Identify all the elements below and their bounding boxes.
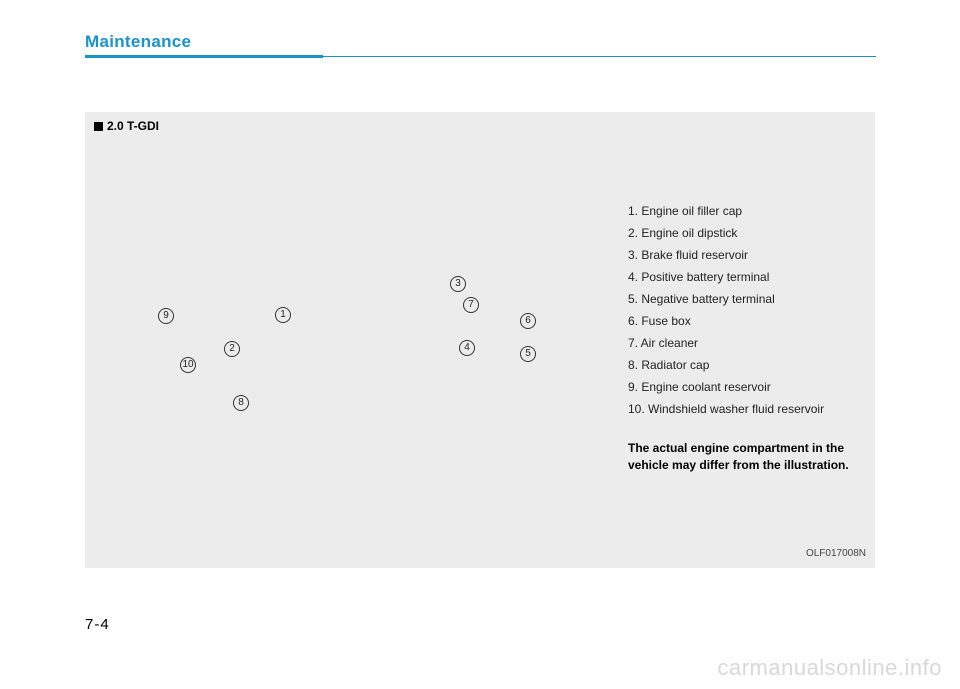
callout-marker-5: 5	[520, 346, 536, 362]
page: Maintenance 2.0 T-GDI 1 2 3 4 5 6 7 8 9 10 1. Eng…	[0, 0, 960, 689]
callout-marker-8: 8	[233, 395, 249, 411]
legend-item: 3. Brake fluid reservoir	[628, 244, 824, 266]
section-title: Maintenance	[85, 32, 191, 52]
callout-marker-1: 1	[275, 307, 291, 323]
header-rule-thin	[323, 56, 876, 57]
legend-item: 10. Windshield washer fluid reservoir	[628, 398, 824, 420]
header-rule-thick	[85, 55, 323, 58]
callout-marker-4: 4	[459, 340, 475, 356]
square-bullet-icon	[94, 122, 103, 131]
engine-variant-label: 2.0 T-GDI	[94, 119, 159, 133]
callout-marker-3: 3	[450, 276, 466, 292]
legend-item: 5. Negative battery terminal	[628, 288, 824, 310]
callout-marker-7: 7	[463, 297, 479, 313]
legend-item: 8. Radiator cap	[628, 354, 824, 376]
engine-variant-text: 2.0 T-GDI	[107, 119, 159, 133]
legend-item: 7. Air cleaner	[628, 332, 824, 354]
legend-item: 1. Engine oil filler cap	[628, 200, 824, 222]
callout-marker-6: 6	[520, 313, 536, 329]
callout-marker-9: 9	[158, 308, 174, 324]
callout-marker-2: 2	[224, 341, 240, 357]
watermark: carmanualsonline.info	[717, 655, 942, 681]
legend-item: 6. Fuse box	[628, 310, 824, 332]
legend-list: 1. Engine oil filler cap 2. Engine oil d…	[628, 200, 824, 420]
callout-marker-10: 10	[180, 357, 196, 373]
page-number: 7-4	[85, 616, 110, 633]
legend-item: 2. Engine oil dipstick	[628, 222, 824, 244]
legend-item: 4. Positive battery terminal	[628, 266, 824, 288]
legend-item: 9. Engine coolant reservoir	[628, 376, 824, 398]
disclaimer-note: The actual engine compartment in the veh…	[628, 440, 868, 474]
image-code: OLF017008N	[806, 548, 866, 559]
